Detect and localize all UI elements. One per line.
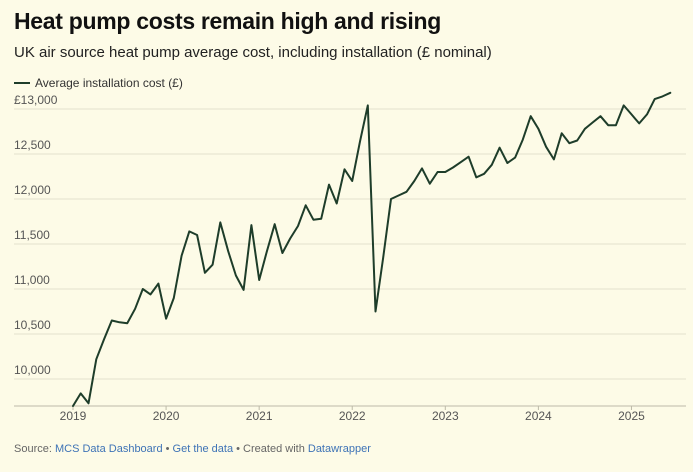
y-tick-label: 12,000 xyxy=(14,183,51,197)
x-tick-label: 2019 xyxy=(60,409,87,423)
chart-subtitle: UK air source heat pump average cost, in… xyxy=(14,44,492,61)
x-tick-label: 2023 xyxy=(432,409,459,423)
get-data-link[interactable]: Get the data xyxy=(172,443,234,455)
x-tick-label: 2021 xyxy=(246,409,273,423)
legend-label: Average installation cost (£) xyxy=(35,76,183,90)
source-prefix: Source: xyxy=(14,443,55,455)
legend-swatch xyxy=(14,82,30,84)
y-tick-label: 11,000 xyxy=(14,273,50,287)
footer-created-with: • Created with xyxy=(233,443,308,455)
x-tick-label: 2024 xyxy=(525,409,552,423)
line-chart: 10,000 10,500 11,000 11,500 12,000 12,500 £13,… xyxy=(14,91,686,423)
legend: Average installation cost (£) xyxy=(14,76,183,90)
series-line xyxy=(72,91,672,407)
y-tick-label: 12,500 xyxy=(14,138,51,152)
chart-title: Heat pump costs remain high and rising xyxy=(14,8,441,34)
x-tick-label: 2020 xyxy=(153,409,180,423)
y-tick-label: 11,500 xyxy=(14,228,50,242)
x-tick-label: 2022 xyxy=(339,409,366,423)
footer: Source: MCS Data Dashboard • Get the dat… xyxy=(14,443,371,455)
y-tick-label: 10,000 xyxy=(14,363,51,377)
footer-separator: • xyxy=(162,443,173,455)
y-tick-label: £13,000 xyxy=(14,93,58,107)
source-link[interactable]: MCS Data Dashboard xyxy=(54,443,163,455)
y-tick-label: 10,500 xyxy=(14,318,51,332)
x-tick-label: 2025 xyxy=(618,409,645,423)
datawrapper-link[interactable]: Datawrapper xyxy=(307,443,371,455)
